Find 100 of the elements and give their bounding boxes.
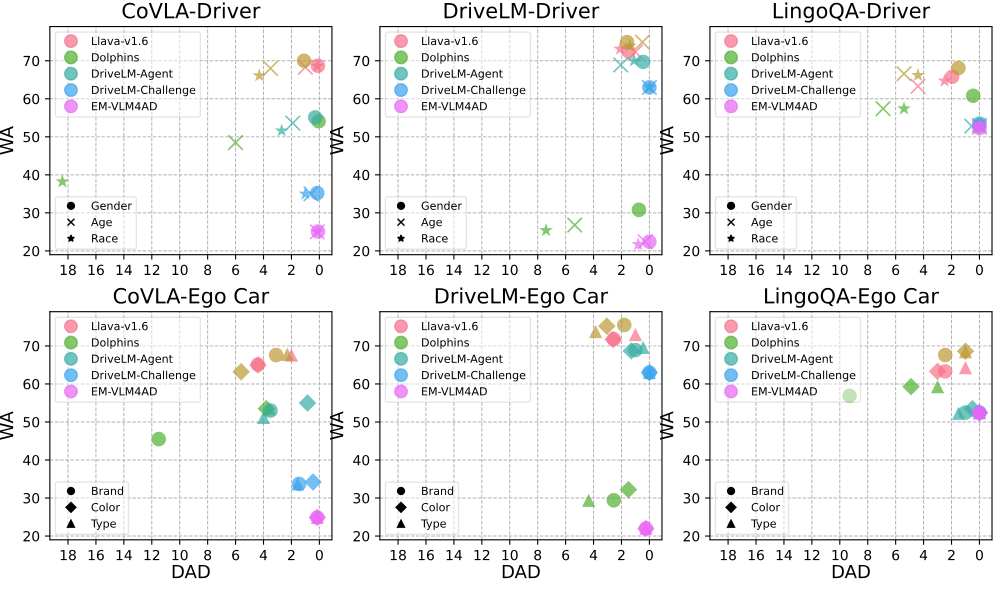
- legend-label: Dolphins: [752, 52, 799, 64]
- x-tick-label: 2: [948, 550, 955, 560]
- x-tick-label: 0: [646, 550, 653, 560]
- legend-label: Llava-v1.6: [92, 322, 148, 330]
- legend-label: DriveLM-Challenge: [752, 370, 856, 382]
- y-tick-label: 30: [684, 492, 700, 504]
- legend-label: Color: [92, 502, 120, 512]
- legend-label: Dolphins: [92, 52, 139, 64]
- y-tick-label: 40: [683, 170, 700, 180]
- y-tick-label: 50: [684, 132, 700, 142]
- x-tick-label: 2: [618, 264, 625, 275]
- x-tick-label: 8: [534, 264, 542, 276]
- chart-title: LingoQA-Ego Car: [765, 288, 939, 308]
- x-tick-label: 12: [804, 264, 820, 275]
- y-tick-label: 20: [354, 531, 370, 542]
- x-axis-title: DAD: [832, 564, 870, 578]
- y-tick-label: 30: [684, 208, 700, 218]
- x-tick-label: 4: [920, 550, 928, 560]
- x-tick-label: 18: [390, 550, 406, 560]
- legend-label: Color: [752, 502, 780, 512]
- x-tick-label: 2: [948, 264, 955, 275]
- x-axis-title: DAD: [502, 564, 540, 578]
- x-tick-label: 18: [390, 264, 406, 276]
- x-tick-label: 14: [116, 550, 132, 560]
- x-tick-label: 4: [260, 550, 268, 560]
- x-tick-label: 0: [976, 550, 983, 560]
- x-tick-label: 14: [446, 264, 462, 275]
- y-tick-label: 20: [684, 531, 700, 542]
- x-tick-label: 18: [60, 264, 76, 276]
- x-tick-label: 4: [260, 264, 268, 275]
- x-tick-label: 18: [720, 264, 736, 276]
- y-tick-label: 20: [684, 246, 700, 256]
- legend-label: DriveLM-Agent: [752, 354, 833, 366]
- y-tick-label: 30: [354, 492, 370, 504]
- legend-label: DriveLM-Agent: [92, 354, 173, 366]
- x-tick-label: 10: [832, 264, 848, 276]
- x-tick-label: 12: [474, 550, 490, 560]
- y-tick-label: 70: [24, 56, 40, 66]
- x-tick-label: 6: [892, 264, 900, 276]
- legend-label: EM-VLM4AD: [92, 387, 157, 396]
- legend-label: Type: [90, 519, 116, 530]
- chart-title: DriveLM-Ego Car: [436, 288, 608, 308]
- y-tick-label: 60: [684, 94, 700, 104]
- legend-label: Brand: [422, 486, 454, 496]
- x-tick-label: 4: [590, 264, 598, 275]
- x-tick-label: 4: [920, 264, 928, 275]
- y-tick-label: 20: [23, 246, 40, 256]
- x-tick-label: 16: [418, 550, 434, 560]
- legend-label: DriveLM-Challenge: [92, 85, 196, 96]
- chart-title: CoVLA-Ego Car: [114, 288, 270, 308]
- y-tick-label: 50: [354, 416, 370, 428]
- y-tick-label: 60: [23, 94, 40, 104]
- x-tick-label: 6: [562, 550, 570, 560]
- legend-label: DriveLM-Challenge: [422, 370, 526, 382]
- y-axis-title: WA: [0, 411, 14, 440]
- x-tick-label: 16: [748, 264, 764, 276]
- x-tick-label: 16: [418, 264, 434, 276]
- legend-label: DriveLM-Challenge: [422, 85, 526, 96]
- legend-label: DriveLM-Agent: [92, 69, 173, 80]
- x-tick-label: 16: [748, 550, 764, 560]
- x-tick-label: 8: [204, 550, 212, 560]
- y-tick-label: 40: [683, 454, 700, 466]
- legend-label: DriveLM-Agent: [422, 354, 503, 366]
- legend-label: Type: [420, 519, 446, 530]
- legend-label: Dolphins: [752, 338, 799, 349]
- legend-label: Dolphins: [422, 338, 469, 349]
- x-tick-label: 2: [288, 550, 294, 560]
- x-tick-label: 12: [804, 550, 820, 560]
- x-tick-label: 10: [172, 264, 188, 276]
- y-tick-label: 60: [23, 378, 40, 390]
- legend-label: Dolphins: [422, 52, 469, 64]
- legend-label: Llava-v1.6: [422, 36, 478, 46]
- legend-label: Brand: [752, 486, 784, 496]
- y-tick-label: 70: [684, 56, 700, 66]
- x-tick-label: 6: [232, 264, 240, 276]
- x-tick-label: 6: [232, 550, 240, 560]
- y-tick-label: 40: [23, 170, 40, 180]
- x-tick-label: 0: [316, 550, 323, 560]
- x-tick-label: 14: [776, 550, 792, 560]
- y-tick-label: 70: [24, 340, 40, 352]
- x-tick-label: 18: [720, 550, 736, 560]
- legend-label: Gender: [92, 201, 132, 210]
- x-tick-label: 4: [590, 550, 598, 560]
- x-tick-label: 2: [618, 550, 625, 560]
- x-tick-label: 2: [288, 264, 294, 275]
- y-tick-label: 30: [24, 208, 40, 218]
- x-tick-label: 0: [316, 264, 323, 276]
- legend-label: Dolphins: [92, 338, 139, 349]
- y-tick-label: 70: [354, 340, 370, 352]
- legend-label: EM-VLM4AD: [422, 387, 487, 396]
- legend-label: Race: [422, 234, 448, 243]
- x-tick-label: 10: [502, 264, 518, 276]
- x-tick-label: 6: [892, 550, 900, 560]
- x-tick-label: 6: [562, 264, 570, 276]
- x-tick-label: 10: [502, 550, 518, 560]
- legend-label: Age: [751, 218, 772, 228]
- y-tick-label: 70: [684, 340, 700, 352]
- x-tick-label: 8: [204, 264, 212, 276]
- x-tick-label: 12: [144, 550, 160, 560]
- x-tick-label: 10: [172, 550, 188, 560]
